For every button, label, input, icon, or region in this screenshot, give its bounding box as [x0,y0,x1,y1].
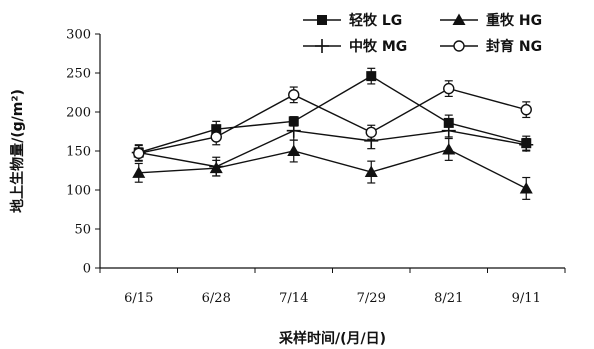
legend-label: 轻牧 LG [349,12,402,29]
legend-label: 重牧 HG [486,12,542,29]
chart-series-layer [131,67,534,200]
data-point-plus [519,137,534,152]
legend-item: 轻牧 LG [303,12,402,29]
data-point-circle [453,40,465,52]
series-line [138,87,527,155]
data-point-plus [315,39,329,53]
legend-item: 重牧 HG [440,12,542,29]
legend-item: 中牧 MG [303,38,407,55]
series-line [138,148,527,190]
data-point-triangle [132,166,146,178]
legend-item: 封育 NG [440,38,542,55]
data-point-triangle [287,144,301,156]
data-point-plus [209,159,224,174]
x-tick-label: 6/15 [124,291,153,306]
y-tick-label: 300 [66,28,91,43]
x-tick-label: 9/11 [512,291,541,306]
data-point-plus [441,123,456,138]
data-point-square [317,15,327,25]
y-tick-label: 50 [74,223,91,238]
x-axis-title: 采样时间/(月/日) [278,330,386,347]
data-point-square [443,117,454,128]
y-tick-label: 250 [66,67,91,82]
data-point-square [366,71,377,82]
data-point-circle [365,126,377,138]
y-tick-label: 200 [66,106,91,121]
data-point-circle [520,103,532,116]
x-tick-label: 6/28 [202,291,231,306]
x-tick-label: 8/21 [434,291,463,306]
x-tick-label: 7/29 [357,291,386,306]
chart-legend: 轻牧 LG 重牧 HG 中牧 MG 封育 NG [303,12,542,55]
data-point-circle [443,82,455,95]
data-point-triangle [442,142,456,155]
series-group [132,137,533,200]
chart-axes: 0 50 100 150 200 250 300 6/15 6/28 7/14 7/29 8/21 9/… [66,28,566,306]
data-point-triangle [364,165,378,178]
series-group [133,80,532,162]
x-tick-label: 7/14 [279,291,308,306]
data-point-triangle [452,13,466,25]
data-point-circle [133,147,145,160]
data-point-circle [210,131,222,143]
data-point-circle [288,89,300,101]
y-tick-label: 150 [66,145,91,160]
data-point-plus [286,123,301,138]
y-axis-title: 地上生物量/(g/m²) [9,89,26,213]
series-line [138,129,527,168]
y-tick-label: 100 [66,184,91,199]
series-line [138,75,527,154]
legend-label: 中牧 MG [349,38,407,55]
legend-label: 封育 NG [486,38,542,55]
data-point-triangle [519,181,533,194]
series-group [133,67,532,161]
y-tick-label: 0 [83,262,91,277]
